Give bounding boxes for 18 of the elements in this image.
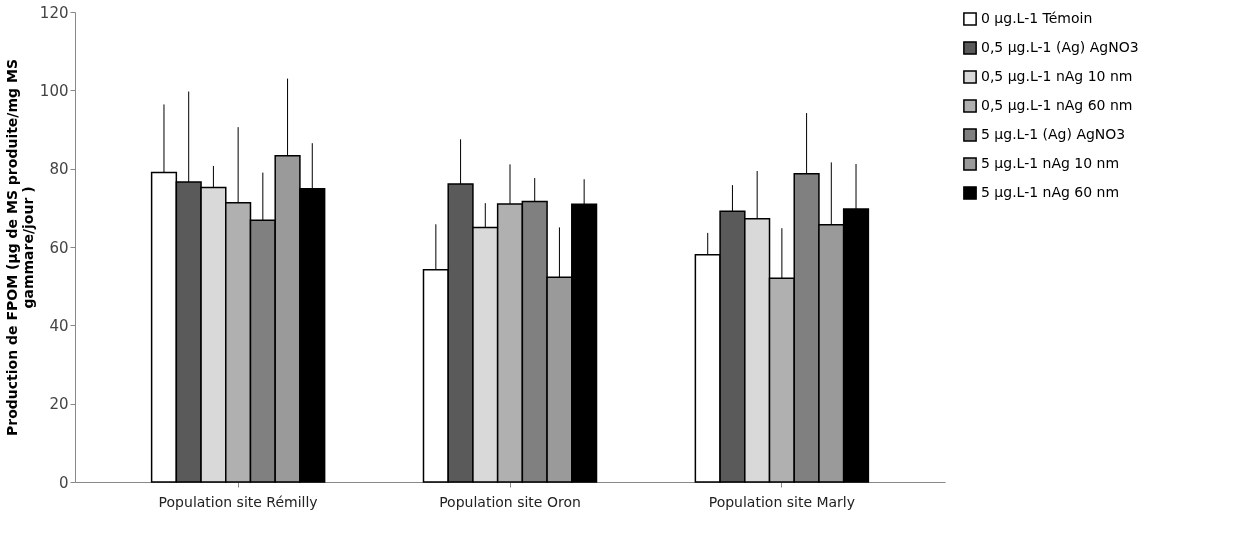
legend-label: 0,5 µg.L-1 nAg 10 nm <box>981 68 1133 84</box>
legend-label: 5 µg.L-1 nAg 60 nm <box>981 184 1120 200</box>
y-tick-label: 20 <box>49 395 69 414</box>
legend-label: 0,5 µg.L-1 nAg 60 nm <box>981 97 1133 113</box>
legend-label: 5 µg.L-1 (Ag) AgNO3 <box>981 126 1126 142</box>
y-tick-label: 0 <box>58 473 69 492</box>
y-tick-label: 120 <box>39 3 69 22</box>
y-axis-title: Production de FPOM (µg de MS produite/mg MS gammare/jour ) <box>3 59 36 436</box>
legend-label: 5 µg.L-1 nAg 10 nm <box>981 155 1120 171</box>
x-tick-label: Population site Marly <box>708 493 856 510</box>
y-tick-label: 80 <box>49 160 69 179</box>
y-tick-label: 40 <box>49 316 69 335</box>
x-tick-label: Population site Oron <box>439 493 581 510</box>
y-tick-label: 60 <box>49 238 69 257</box>
x-tick-label: Population site Rémilly <box>158 493 318 510</box>
legend-label: 0 µg.L-1 Témoin <box>981 10 1093 26</box>
legend-label: 0,5 µg.L-1 (Ag) AgNO3 <box>981 39 1139 55</box>
y-tick-label: 100 <box>39 81 69 100</box>
